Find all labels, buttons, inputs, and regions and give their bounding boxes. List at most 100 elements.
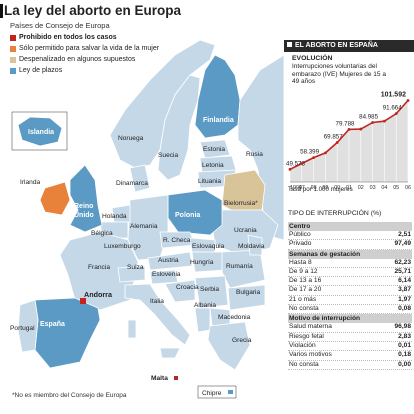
- x-tick-label: 1994: [290, 185, 302, 191]
- row-label: No consta: [289, 360, 319, 368]
- evolution-subtitle: Interrupciones voluntarias del embarazo …: [292, 63, 386, 86]
- row-value: 6,14: [398, 277, 411, 285]
- table-row: Público 2,51: [288, 231, 412, 241]
- label-eslovenia: Eslovenia: [152, 271, 181, 278]
- legend-swatch: [10, 56, 16, 63]
- label-estonia: Estonia: [203, 146, 225, 153]
- legend-item: Despenalizado en algunos supuestos: [10, 56, 135, 63]
- row-value: 2,51: [398, 231, 411, 238]
- x-tick-label: 04: [381, 185, 387, 191]
- label-reino-unido-1: Reino: [74, 203, 93, 210]
- data-point: [312, 156, 315, 160]
- data-point: [300, 162, 304, 165]
- x-tick-label: 01: [346, 185, 352, 191]
- country-sicilia: [159, 347, 181, 359]
- row-value: 1,97: [398, 295, 411, 303]
- legend-item: Ley de plazos: [10, 67, 62, 74]
- row-value: 0,00: [398, 360, 411, 368]
- label-albania: Albania: [194, 302, 216, 309]
- label-islandia: Islandia: [28, 129, 54, 136]
- country-polonia: [167, 189, 223, 236]
- label-francia: Francia: [88, 264, 110, 271]
- x-tick-label: 98: [311, 185, 317, 191]
- interruption-tables: Centro Público 2,51 Privado 97,49 Semanas de …: [288, 222, 412, 370]
- label-reino-unido-2: Unido: [74, 212, 94, 219]
- sidebar-header: EL ABORTO EN ESPAÑA: [284, 40, 414, 52]
- x-tick-label: 02: [358, 185, 364, 191]
- label-hungria: Hungría: [190, 259, 214, 266]
- label-macedonia: Macedonia: [218, 314, 251, 321]
- data-point: [288, 167, 292, 171]
- country-chipre: [228, 390, 233, 394]
- label-holanda: Holanda: [102, 213, 127, 220]
- europe-map: Islandia Noruega Suecia Finlandia Estoni…: [10, 39, 284, 399]
- chipre-box: [197, 385, 237, 399]
- country-cerdena: [127, 319, 137, 339]
- data-point: [383, 119, 386, 123]
- label-grecia: Grecia: [232, 337, 252, 344]
- label-austria: Austria: [158, 257, 179, 264]
- label-serbia: Serbia: [200, 286, 219, 293]
- page-title: La ley del aborto en Europa: [4, 3, 182, 18]
- row-label: Público: [289, 231, 311, 238]
- table-row: De 9 a 12 25,71: [288, 267, 412, 278]
- row-label: De 13 a 16: [289, 277, 322, 285]
- table-row: Riesgo fetal 2,83: [288, 333, 412, 342]
- data-point: [394, 112, 398, 116]
- legend-label: Sólo permitido para salvar la vida de la…: [19, 45, 160, 52]
- country-suiza: [117, 265, 146, 283]
- page-subtitle: Países de Consejo de Europa: [10, 21, 110, 30]
- table-row: Salud materna 96,98: [288, 323, 412, 333]
- label-suecia: Suecia: [158, 152, 178, 159]
- table-row: No consta 0,00: [288, 361, 412, 370]
- data-label: 49.578: [286, 160, 305, 167]
- row-value: 2,83: [398, 332, 411, 340]
- label-rumania: Rumanía: [226, 263, 253, 270]
- country-islandia: [17, 116, 63, 147]
- x-tick-label: 00: [334, 185, 340, 191]
- row-value: 25,71: [394, 267, 411, 275]
- country-holanda: [111, 204, 131, 223]
- row-label: Violación: [289, 341, 316, 349]
- row-value: 96,98: [394, 323, 411, 331]
- label-finlandia: Finlandia: [203, 117, 234, 124]
- label-bulgaria: Bulgaria: [236, 289, 261, 296]
- country-albania: [194, 307, 211, 333]
- legend-swatch: [10, 67, 16, 74]
- data-point: [371, 121, 374, 124]
- data-label: 69.857: [324, 133, 343, 140]
- country-espana: [34, 297, 101, 369]
- label-polonia: Polonia: [175, 212, 200, 219]
- label-alemania: Alemania: [130, 223, 158, 230]
- country-portugal: [17, 299, 39, 353]
- row-label: Privado: [289, 240, 312, 248]
- row-label: Varios motivos: [289, 351, 332, 359]
- label-letonia: Letonia: [202, 162, 224, 169]
- table-section-header: Centro: [288, 222, 412, 231]
- label-portugal: Portugal: [10, 325, 35, 332]
- row-label: Hasta 8: [289, 258, 312, 266]
- table-row: De 17 a 20 3,87: [288, 286, 412, 296]
- table-row: Varios motivos 0,18: [288, 351, 412, 361]
- type-title: TIPO DE INTERRUPCIÓN (%): [288, 210, 382, 217]
- data-point: [335, 141, 339, 144]
- country-bielorrusia: [221, 169, 266, 216]
- x-tick-label: 03: [370, 185, 376, 191]
- legend-swatch: [10, 34, 16, 41]
- table-row: Hasta 8 62,23: [288, 259, 412, 268]
- data-label: 79.788: [336, 120, 355, 127]
- data-point: [406, 99, 410, 102]
- data-label: 101.592: [381, 92, 406, 99]
- label-italia: Italia: [150, 298, 164, 305]
- sidebar-header-text: EL ABORTO EN ESPAÑA: [295, 42, 378, 49]
- row-value: 62,23: [394, 258, 411, 266]
- label-irlanda: Irlanda: [20, 179, 40, 186]
- row-value: 97,49: [394, 240, 411, 248]
- country-serbia: [194, 275, 229, 309]
- evolution-title: EVOLUCIÓN: [292, 55, 333, 62]
- country-suecia: [157, 74, 201, 181]
- country-croacia: [164, 279, 196, 303]
- square-icon: [287, 42, 292, 47]
- label-espana: España: [40, 321, 65, 328]
